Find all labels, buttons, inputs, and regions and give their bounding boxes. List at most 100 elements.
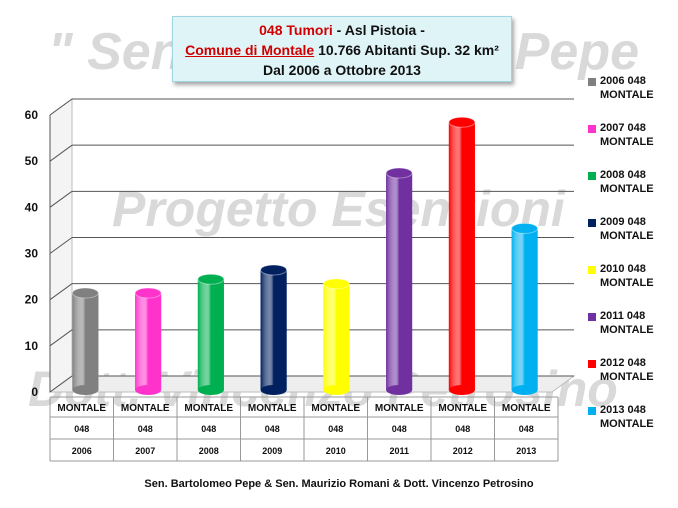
y-tick-label: 10 xyxy=(25,339,39,353)
bar-4 xyxy=(322,278,350,395)
title-asl: - Asl Pistoia - xyxy=(332,22,425,38)
bar-shade xyxy=(386,173,413,390)
bar-top xyxy=(322,278,350,290)
y-tick-label: 60 xyxy=(25,108,39,122)
category-label: 2013 xyxy=(516,446,536,456)
category-label: 048 xyxy=(138,424,153,434)
bar-base xyxy=(260,385,287,395)
y-tick-label: 0 xyxy=(31,385,38,399)
bar-shade xyxy=(511,228,538,390)
legend-swatch xyxy=(588,78,596,86)
legend-swatch xyxy=(588,266,596,274)
category-label: 048 xyxy=(392,424,407,434)
bar-top xyxy=(385,167,413,179)
legend-swatch xyxy=(588,407,596,415)
gridline-diag xyxy=(49,144,73,162)
category-label: 048 xyxy=(519,424,534,434)
category-label: 2012 xyxy=(453,446,473,456)
legend-swatch xyxy=(588,219,596,227)
bar-base xyxy=(135,385,162,395)
bar-top xyxy=(134,287,162,299)
title-comune: Comune di Montale xyxy=(185,42,315,58)
category-label: MONTALE xyxy=(311,403,360,414)
bar-2 xyxy=(197,273,225,395)
gridline-diag xyxy=(49,190,73,208)
category-label: MONTALE xyxy=(375,403,424,414)
bar-shade xyxy=(135,293,162,390)
category-label: 2008 xyxy=(199,446,219,456)
category-label: MONTALE xyxy=(57,403,106,414)
category-label: 2006 xyxy=(72,446,92,456)
bar-shade xyxy=(260,269,287,390)
gridline-diag xyxy=(49,375,73,393)
legend-label: 2006 048 MONTALE xyxy=(600,75,654,101)
bar-shade xyxy=(448,122,475,390)
legend-label: 2009 048 MONTALE xyxy=(600,216,654,242)
category-label: MONTALE xyxy=(121,403,170,414)
category-table: MONTALE 048 2006 MONTALE 048 2007 MONTALE 048 20… xyxy=(49,396,559,462)
chart-title-box: 048 Tumori - Asl Pistoia - Comune di Mon… xyxy=(172,16,512,82)
category-label: MONTALE xyxy=(184,403,233,414)
y-tick-label: 30 xyxy=(25,247,39,261)
bar-base xyxy=(511,385,538,395)
title-line-2: Comune di Montale 10.766 Abitanti Sup. 3… xyxy=(173,40,511,60)
legend-label: 2011 048 MONTALE xyxy=(600,310,654,336)
bar-top xyxy=(448,116,476,128)
bar-base xyxy=(197,385,224,395)
category-label: MONTALE xyxy=(248,403,297,414)
bar-shade xyxy=(197,279,224,390)
legend-label: 2013 048 MONTALE xyxy=(600,404,654,430)
chart-floor xyxy=(48,375,576,393)
bar-base xyxy=(386,385,413,395)
bar-top xyxy=(511,222,539,234)
title-tumori: 048 Tumori xyxy=(259,22,333,38)
category-label: 048 xyxy=(74,424,89,434)
bar-top xyxy=(197,273,225,285)
category-label: 048 xyxy=(455,424,470,434)
gridline-diag xyxy=(49,98,73,116)
bar-3 xyxy=(260,264,288,395)
legend-label: 2010 048 MONTALE xyxy=(600,263,654,289)
bar-6 xyxy=(448,116,476,395)
bar-5 xyxy=(385,167,413,395)
category-label: 2009 xyxy=(262,446,282,456)
legend-swatch xyxy=(588,125,596,133)
legend-label: 2012 048 MONTALE xyxy=(600,357,654,383)
watermark-middle: Progetto Esenzioni xyxy=(112,181,565,237)
category-label: 048 xyxy=(201,424,216,434)
bar-7 xyxy=(511,222,539,395)
gridline-diag xyxy=(49,283,73,301)
bar-shade xyxy=(323,283,350,390)
category-label: 048 xyxy=(265,424,280,434)
footer-credits: Sen. Bartolomeo Pepe & Sen. Maurizio Rom… xyxy=(144,478,534,490)
legend-swatch xyxy=(588,313,596,321)
category-label: 2010 xyxy=(326,446,346,456)
bar-0 xyxy=(71,287,99,395)
legend-label: 2008 048 MONTALE xyxy=(600,169,654,195)
bar-base xyxy=(448,385,475,395)
y-tick-label: 20 xyxy=(25,293,39,307)
legend-swatch xyxy=(588,172,596,180)
bar-base xyxy=(323,385,350,395)
gridline-diag xyxy=(49,237,73,254)
chart-bars xyxy=(71,116,539,395)
chart-axes: 0 10 20 30 40 50 60 xyxy=(25,98,576,399)
category-label: 048 xyxy=(328,424,343,434)
bar-top xyxy=(71,287,99,299)
category-label: MONTALE xyxy=(438,403,487,414)
title-abitanti: 10.766 Abitanti Sup. 32 km² xyxy=(314,42,499,58)
bar-base xyxy=(72,385,99,395)
legend-label: 2007 048 MONTALE xyxy=(600,122,654,148)
bar-shade xyxy=(72,293,99,390)
category-label: 2011 xyxy=(389,446,409,456)
category-label: MONTALE xyxy=(502,403,551,414)
category-label: 2007 xyxy=(135,446,155,456)
legend-swatch xyxy=(588,360,596,368)
title-line-1: 048 Tumori - Asl Pistoia - xyxy=(173,20,511,40)
title-line-3: Dal 2006 a Ottobre 2013 xyxy=(263,62,421,78)
y-tick-label: 40 xyxy=(25,200,39,214)
bar-top xyxy=(260,264,288,276)
gridline-diag xyxy=(49,329,73,347)
bar-1 xyxy=(134,287,162,395)
